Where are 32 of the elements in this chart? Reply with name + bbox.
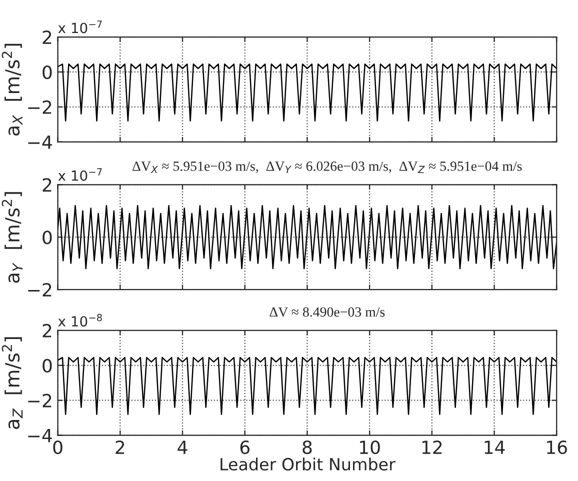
line-series xyxy=(58,64,557,122)
y-tick-label: 2 xyxy=(42,178,52,192)
line-series xyxy=(58,356,557,415)
y-tick-label: 0 xyxy=(42,358,52,373)
x-tick-label: 8 xyxy=(302,440,312,454)
x-tick-label: 6 xyxy=(240,440,250,454)
y-axis-title: a$_{Y}$ [m/s$^{2}$] xyxy=(2,192,23,283)
x-tick-label: 14 xyxy=(484,440,505,454)
x-tick-label: 12 xyxy=(422,440,442,454)
y-tick-label: 0 xyxy=(42,230,52,244)
x-tick-label: 4 xyxy=(178,440,188,454)
x-tick-label: 2 xyxy=(116,440,124,454)
text: x 10$^{−7}$ xyxy=(58,20,102,34)
y-tick-label: −2 xyxy=(28,283,52,296)
line-series xyxy=(58,205,557,270)
chart-title: ΔV$_{X}$ ≈ 5.951e−03 m/s, ΔV$_{Y}$ ≈ 6.026e−03 m/s, ΔV$_{Z}$ ≈ 5.951e−04 m/s xyxy=(132,162,522,174)
y-axis-title: a$_{Z}$ [m/s$^{2}$] xyxy=(2,337,23,429)
y-tick-label: 2 xyxy=(42,324,52,338)
y-tick-label: −4 xyxy=(28,429,52,442)
y-tick-label: −2 xyxy=(28,394,52,408)
text: x 10$^{−7}$ xyxy=(58,168,102,181)
y-tick-label: −4 xyxy=(28,136,52,149)
x-tick-label: 0 xyxy=(53,440,62,454)
x-axis-title: Leader Orbit Number xyxy=(220,458,396,471)
y-tick-label: 2 xyxy=(42,30,52,44)
y-tick-label: −2 xyxy=(28,100,52,114)
y-tick-label: 0 xyxy=(42,65,52,80)
y-axis-title: a$_{X}$ [m/s$^{2}$] xyxy=(2,44,23,136)
text: x 10$^{−8}$ xyxy=(58,314,102,327)
x-tick-label: 16 xyxy=(547,440,567,454)
chart-title: ΔV ≈ 8.490e−03 m/s xyxy=(270,307,385,317)
x-tick-label: 10 xyxy=(360,440,380,454)
